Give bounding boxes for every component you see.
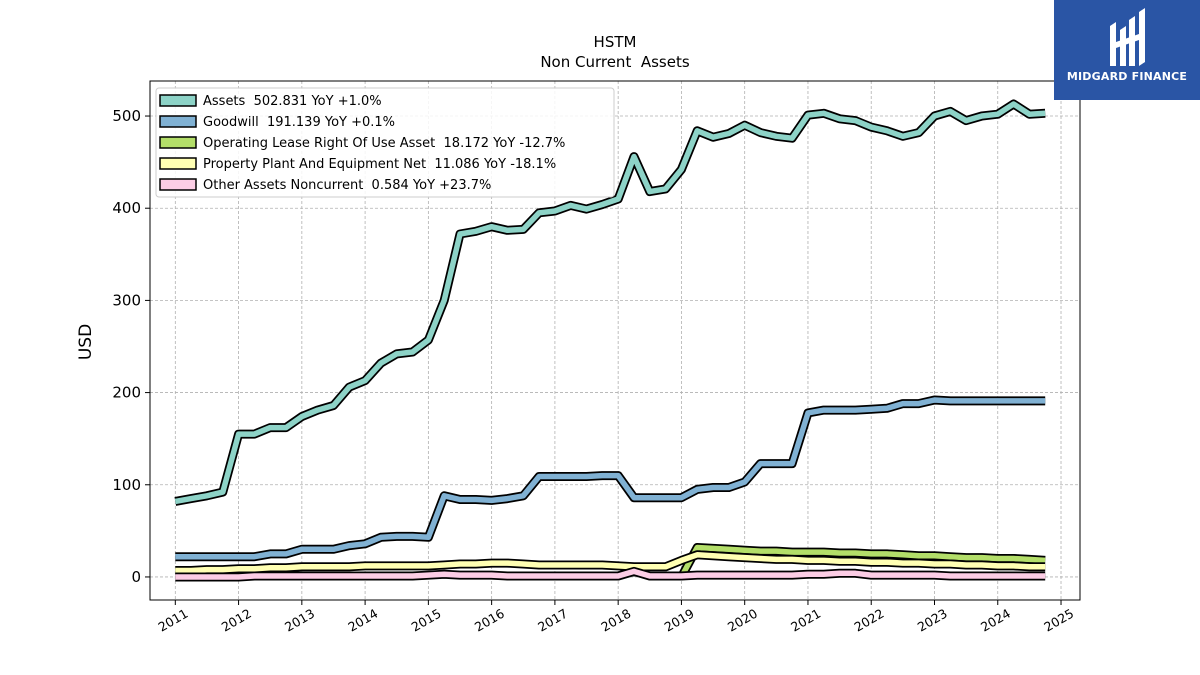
x-tick-label: 2016 (472, 606, 507, 635)
legend-entry: Assets 502.831 YoY +1.0% (203, 94, 382, 109)
legend: Assets 502.831 YoY +1.0% Goodwill 191.139… (155, 87, 615, 198)
x-tick-label: 2019 (662, 606, 697, 635)
brand-logo: MIDGARD FINANCE (1054, 0, 1200, 100)
midgard-logo-icon (1110, 8, 1145, 66)
legend-swatch (159, 94, 197, 107)
series-line-4 (175, 568, 1046, 580)
y-tick-label: 400 (112, 199, 141, 217)
series-line-3 (175, 552, 1046, 574)
legend-swatch (159, 136, 197, 149)
x-tick-label: 2020 (725, 606, 760, 635)
series-line-0 (174, 101, 1046, 505)
legend-swatch (159, 157, 197, 170)
legend-entry: Goodwill 191.139 YoY +0.1% (203, 115, 395, 130)
chart-title: HSTM (594, 33, 637, 51)
series-line-1 (175, 397, 1046, 560)
legend-entry: Other Assets Noncurrent 0.584 YoY +23.7% (203, 178, 491, 193)
x-tick-label: 2023 (915, 606, 950, 635)
x-tick-label: 2011 (156, 606, 191, 635)
y-tick-label: 100 (112, 476, 141, 494)
x-tick-label: 2018 (598, 606, 633, 635)
series-lines (174, 99, 1046, 582)
y-tick-label: 300 (112, 291, 141, 309)
x-tick-label: 2022 (851, 606, 886, 635)
x-tick-label: 2025 (1041, 606, 1076, 635)
y-tick-label: 500 (112, 107, 141, 125)
legend-box (155, 87, 615, 198)
chart-subtitle: Non Current Assets (540, 53, 690, 71)
brand-name: MIDGARD FINANCE (1066, 70, 1188, 83)
legend-swatch (159, 178, 197, 191)
x-tick-label: 2012 (219, 606, 254, 635)
legend-swatch (159, 115, 197, 128)
y-tick-label: 200 (112, 384, 141, 402)
x-tick-label: 2021 (788, 606, 823, 635)
x-tick-label: 2015 (409, 606, 444, 635)
y-tick-label: 0 (131, 568, 141, 586)
series-line-2 (678, 544, 1046, 579)
legend-entry: Operating Lease Right Of Use Asset 18.17… (203, 136, 565, 151)
x-tick-label: 2013 (282, 606, 317, 635)
x-tick-label: 2024 (978, 606, 1013, 635)
legend-entry: Property Plant And Equipment Net 11.086 … (203, 157, 556, 172)
plot-frame (149, 80, 1081, 601)
x-tick-label: 2014 (345, 606, 380, 635)
x-tick-label: 2017 (535, 606, 570, 635)
y-axis-label: USD (76, 324, 96, 360)
